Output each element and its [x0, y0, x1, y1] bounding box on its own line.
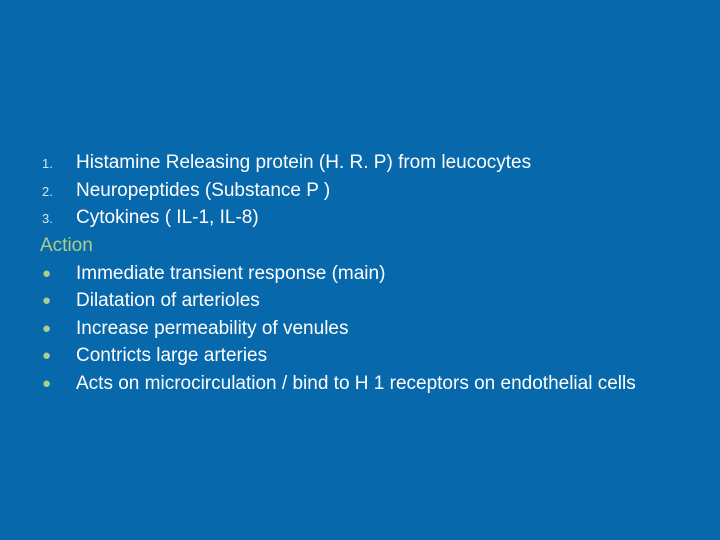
section-heading: Action: [40, 235, 93, 256]
bullet-text-4: Contricts large arteries: [76, 343, 680, 369]
list-marker-1: 1.: [40, 150, 76, 173]
section-heading-row: Action: [40, 233, 680, 259]
bullet-item: ● Immediate transient response (main): [40, 261, 680, 287]
bullet-icon: ●: [40, 343, 76, 366]
bullet-icon: ●: [40, 371, 76, 394]
slide-content: 1. Histamine Releasing protein (H. R. P)…: [40, 150, 680, 397]
bullet-icon: ●: [40, 261, 76, 284]
numbered-item: 1. Histamine Releasing protein (H. R. P)…: [40, 150, 680, 176]
list-marker-2: 2.: [40, 178, 76, 201]
bullet-item: ● Dilatation of arterioles: [40, 288, 680, 314]
bullet-item: ● Contricts large arteries: [40, 343, 680, 369]
bullet-item: ● Increase permeability of venules: [40, 316, 680, 342]
list-text-2: Neuropeptides (Substance P ): [76, 178, 680, 204]
numbered-item: 2. Neuropeptides (Substance P ): [40, 178, 680, 204]
slide: 1. Histamine Releasing protein (H. R. P)…: [0, 0, 720, 540]
list-text-1: Histamine Releasing protein (H. R. P) fr…: [76, 150, 680, 176]
bullet-text-5: Acts on microcirculation / bind to H 1 r…: [76, 371, 680, 397]
bullet-icon: ●: [40, 288, 76, 311]
bullet-icon: ●: [40, 316, 76, 339]
bullet-text-3: Increase permeability of venules: [76, 316, 680, 342]
bullet-item: ● Acts on microcirculation / bind to H 1…: [40, 371, 680, 397]
list-marker-3: 3.: [40, 205, 76, 228]
bullet-text-1: Immediate transient response (main): [76, 261, 680, 287]
list-text-3: Cytokines ( IL-1, IL-8): [76, 205, 680, 231]
bullet-text-2: Dilatation of arterioles: [76, 288, 680, 314]
numbered-item: 3. Cytokines ( IL-1, IL-8): [40, 205, 680, 231]
